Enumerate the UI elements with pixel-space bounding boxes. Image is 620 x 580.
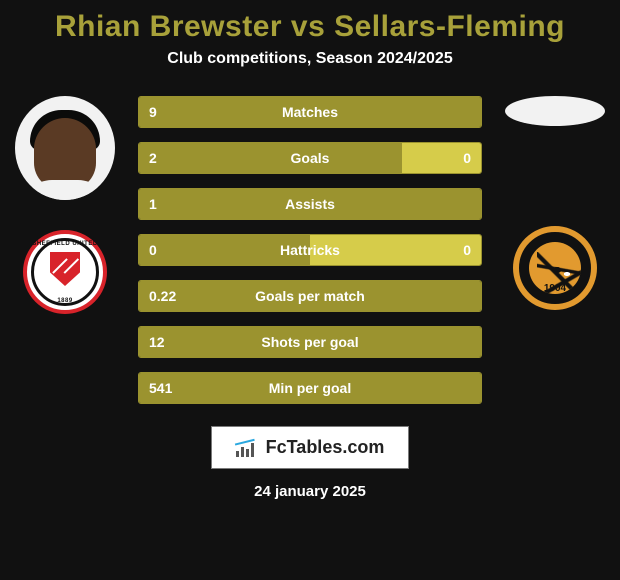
stat-bar: 12Shots per goal — [138, 326, 482, 358]
footer: FcTables.com 24 january 2025 — [0, 426, 620, 500]
stat-bar: 1Assists — [138, 188, 482, 220]
stat-bar: 9Matches — [138, 96, 482, 128]
stat-bar: 00Hattricks — [138, 234, 482, 266]
date-text: 24 january 2025 — [254, 483, 366, 500]
stat-bar: 0.22Goals per match — [138, 280, 482, 312]
left-player-photo — [15, 96, 115, 200]
stat-bars: 9Matches 20Goals 1Assists 00Hattricks 0.22Go… — [138, 96, 482, 404]
stat-label: Hattricks — [139, 242, 481, 258]
badge-year: 1904 — [519, 283, 591, 294]
page-title: Rhian Brewster vs Sellars-Fleming — [0, 10, 620, 44]
badge-text-top: SHEFFIELD UNITED — [27, 241, 103, 247]
stat-label: Goals per match — [139, 288, 481, 304]
brand-badge: FcTables.com — [211, 426, 410, 469]
left-club-badge: SHEFFIELD UNITED 1889 — [23, 230, 107, 314]
right-player-photo — [505, 96, 605, 126]
right-club-badge: 1904 — [513, 226, 597, 310]
stat-bar: 541Min per goal — [138, 372, 482, 404]
left-player-column: SHEFFIELD UNITED 1889 — [10, 96, 120, 314]
stat-label: Assists — [139, 196, 481, 212]
brand-text: FcTables.com — [266, 437, 385, 458]
page-subtitle: Club competitions, Season 2024/2025 — [0, 50, 620, 68]
comparison-area: SHEFFIELD UNITED 1889 9Matches 20Goals 1As… — [0, 96, 620, 404]
player-silhouette-icon — [28, 110, 102, 200]
stat-bar: 20Goals — [138, 142, 482, 174]
stat-label: Shots per goal — [139, 334, 481, 350]
right-player-column: 1904 — [500, 96, 610, 310]
badge-year: 1889 — [27, 298, 103, 304]
stat-label: Min per goal — [139, 380, 481, 396]
brand-chart-icon — [236, 439, 258, 457]
stat-label: Matches — [139, 104, 481, 120]
stat-label: Goals — [139, 150, 481, 166]
